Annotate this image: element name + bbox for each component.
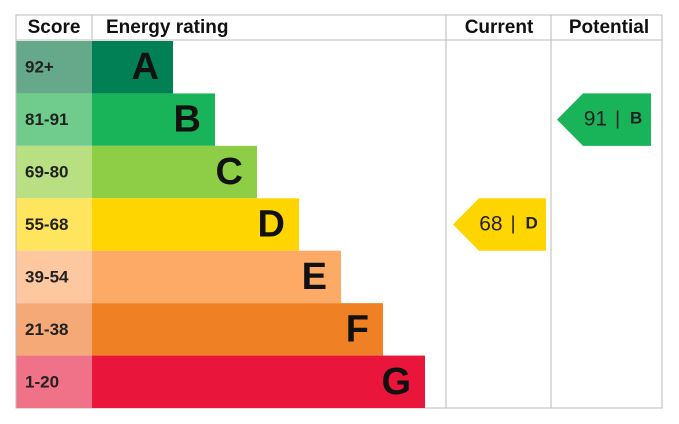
score-cell <box>16 250 92 304</box>
header-rating: Energy rating <box>106 17 228 38</box>
rating-letter: D <box>258 204 285 246</box>
rating-bar <box>92 250 341 304</box>
score-label: 69-80 <box>25 163 68 182</box>
score-label: 92+ <box>25 58 54 77</box>
current-label: 68 | D <box>479 212 538 235</box>
rating-letter: G <box>381 361 411 403</box>
current-letter: D <box>526 214 538 233</box>
current-value: 68 <box>479 212 502 235</box>
rating-bar <box>92 145 257 199</box>
header-score: Score <box>28 17 81 38</box>
rating-bar <box>92 303 383 356</box>
score-cell <box>16 303 92 356</box>
current-arrow <box>453 198 546 251</box>
rating-bar <box>92 93 215 146</box>
potential-letter: B <box>630 109 642 128</box>
header-current: Current <box>465 17 534 38</box>
score-label: 81-91 <box>25 110 68 129</box>
score-cell <box>16 145 92 199</box>
rating-letter: B <box>174 99 201 141</box>
score-label: 1-20 <box>25 372 59 391</box>
header-potential: Potential <box>569 17 649 38</box>
rating-bar <box>92 41 173 94</box>
rating-bar <box>92 355 425 409</box>
score-cell <box>16 355 92 409</box>
score-label: 55-68 <box>25 215 68 234</box>
potential-label: 91 | B <box>584 107 643 130</box>
rating-letter: C <box>216 151 243 193</box>
rating-letter: A <box>132 46 159 88</box>
potential-arrow <box>557 93 651 146</box>
score-cell <box>16 41 92 94</box>
rating-bar <box>92 198 299 251</box>
score-cell <box>16 93 92 146</box>
potential-value: 91 <box>584 107 607 130</box>
score-cell <box>16 198 92 251</box>
rating-letter: E <box>302 256 327 298</box>
score-label: 39-54 <box>25 267 69 286</box>
score-label: 21-38 <box>25 320 68 339</box>
potential-separator: | <box>615 109 620 130</box>
rating-letter: F <box>346 308 369 350</box>
current-separator: | <box>511 214 516 235</box>
